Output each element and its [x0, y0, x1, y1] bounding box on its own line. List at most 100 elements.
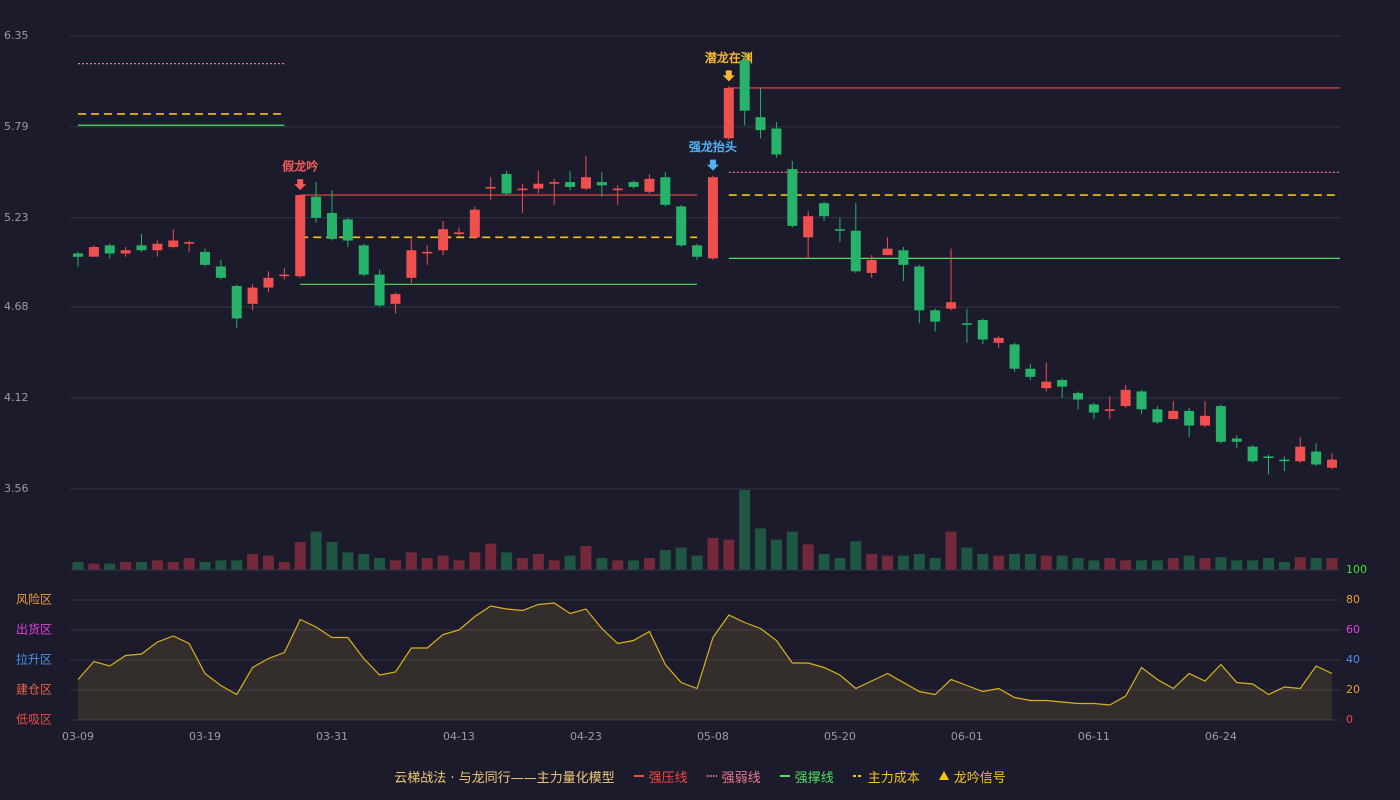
y-tick-label: 80 [1346, 593, 1360, 606]
volume-bar [977, 554, 989, 570]
candle-body [707, 177, 718, 259]
volume-bar [866, 554, 878, 570]
candle-body [73, 253, 83, 257]
candle-body [1247, 446, 1258, 462]
volume-bar [628, 560, 640, 570]
y-tick-label: 40 [1346, 653, 1360, 666]
candle-body [1057, 380, 1068, 387]
candle-body [803, 216, 814, 238]
volume-bar [453, 560, 465, 570]
zone-label: 建仓区 [16, 683, 52, 697]
volume-bar [1310, 558, 1322, 570]
volume-bar [72, 562, 84, 570]
volume-bar [739, 490, 751, 570]
candle-body [342, 219, 353, 241]
signal-label: 假龙吟 [282, 159, 318, 174]
y-tick-label: 4.12 [4, 391, 29, 404]
volume-bar [294, 542, 306, 570]
candle-body [1041, 381, 1052, 389]
legend-label: 强压线 [648, 770, 688, 786]
candle-body [834, 229, 845, 231]
legend-icon [633, 775, 644, 777]
volume-bar [1278, 562, 1290, 570]
x-tick-label: 05-08 [697, 730, 729, 743]
indicator-line [77, 602, 1333, 706]
volume-bar [1231, 560, 1243, 570]
volume-bar [691, 555, 703, 570]
candle-body [390, 294, 401, 304]
legend-label: 强弱线 [721, 770, 761, 786]
zone-label: 风险区 [16, 592, 52, 607]
volume-bar [326, 542, 338, 570]
volume-bar [548, 560, 560, 570]
volume-bar [120, 562, 132, 570]
candle-body [946, 302, 957, 309]
legend-label: 强撑线 [794, 770, 834, 786]
candle-body [739, 60, 750, 111]
volume-bar [151, 560, 163, 570]
volume-bar [532, 554, 544, 570]
legend-icon [852, 775, 863, 777]
candle-body [279, 274, 290, 277]
volume-bar [342, 552, 354, 570]
volume-bar [659, 550, 671, 570]
volume-bar [1040, 555, 1052, 570]
candle-body [866, 259, 877, 273]
y-tick-label: 20 [1346, 683, 1360, 696]
candle-body [1215, 406, 1226, 442]
volume-bar [421, 558, 433, 570]
volume-bar [437, 555, 449, 570]
candle-body [850, 230, 861, 272]
y-tick-label: 0 [1346, 713, 1353, 726]
volume-bar [1151, 560, 1163, 570]
candle-body [580, 177, 591, 189]
candle-body [787, 169, 798, 226]
candle-body [326, 212, 337, 239]
volume-bar [469, 552, 481, 570]
volume-bar [707, 538, 719, 570]
volume-bar [897, 555, 909, 570]
candle-body [453, 232, 464, 235]
zone-label: 出货区 [16, 622, 52, 637]
candle-body [406, 250, 417, 278]
candle-body [1327, 459, 1337, 468]
volume-bar [516, 558, 528, 570]
volume-bar [104, 563, 116, 570]
indicator-area [78, 603, 1332, 720]
legend-item: 强弱线 [706, 767, 761, 786]
volume-bar [1072, 558, 1084, 570]
volume-bar [786, 531, 798, 570]
volume-bar [310, 531, 322, 570]
candle-body [1231, 438, 1242, 442]
volume-bar [961, 547, 973, 570]
candle-body [501, 173, 512, 194]
volume-bar [135, 562, 147, 570]
y-tick-label: 4.68 [4, 300, 29, 313]
candle-body [104, 245, 115, 254]
volume-bar [1104, 558, 1116, 570]
candle-body [692, 245, 703, 257]
volume-bar [580, 546, 592, 570]
candle-body [644, 178, 655, 192]
candle-body [1184, 410, 1195, 426]
y-tick-label: 6.35 [4, 29, 29, 42]
candle-body [1311, 451, 1322, 465]
candle-body [1073, 393, 1084, 400]
candle-body [1088, 404, 1099, 413]
volume-bar [1326, 558, 1338, 570]
candle-body [1168, 410, 1179, 420]
y-tick-label: 100 [1346, 563, 1367, 576]
x-tick-label: 05-20 [824, 730, 856, 743]
signal-arrow [722, 70, 735, 82]
volume-bar [723, 539, 735, 570]
volume-bar [802, 544, 814, 570]
legend-label: 主力成本 [867, 770, 920, 786]
candle-body [993, 337, 1004, 343]
volume-bar [675, 547, 687, 570]
candle-body [1263, 456, 1274, 459]
volume-bar [1056, 555, 1068, 570]
volume-bar [1088, 560, 1100, 570]
legend-label: 龙吟信号 [953, 770, 1006, 786]
candle-body [961, 323, 972, 325]
x-tick-label: 03-19 [189, 730, 221, 743]
